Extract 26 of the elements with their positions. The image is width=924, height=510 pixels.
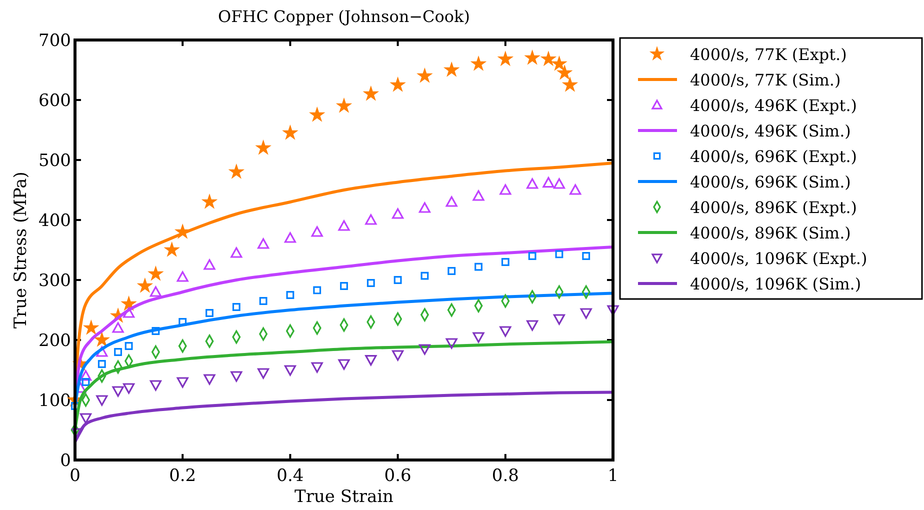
x-tick-label: 0.6 [384,466,412,486]
legend-label: 4000/s, 696K (Sim.) [690,172,851,192]
y-tick-label: 700 [38,31,71,51]
legend-label: 4000/s, 1096K (Sim.) [690,274,862,294]
y-tick-label: 200 [38,331,71,351]
legend-label: 4000/s, 696K (Expt.) [690,147,858,166]
y-tick-label: 0 [60,451,71,471]
y-axis-title: True Stress (MPa) [11,172,31,328]
x-tick-label: 0.8 [492,466,519,486]
y-tick-label: 500 [38,151,71,171]
y-tick-label: 600 [38,91,71,111]
y-tick-label: 400 [38,211,71,231]
legend-label: 4000/s, 496K (Sim.) [690,122,851,140]
legend-label: 4000/s, 1096K (Expt.) [690,249,868,268]
legend-label: 4000/s, 896K (Sim.) [690,224,851,242]
x-tick-label: 0.2 [169,466,196,486]
legend-label: 4000/s, 496K (Expt.) [690,96,858,115]
x-tick-label: 1 [608,466,618,486]
legend-label: 4000/s, 77K (Sim.) [690,70,841,90]
x-axis-title: True Strain [294,487,394,507]
legend-label: 4000/s, 896K (Expt.) [690,198,858,217]
y-tick-label: 100 [38,391,71,411]
legend-label: 4000/s, 77K (Expt.) [690,45,847,64]
y-tick-label: 300 [38,271,71,291]
chart-title: OFHC Copper (Johnson−Cook) [218,7,470,26]
x-tick-label: 0.4 [276,466,304,486]
